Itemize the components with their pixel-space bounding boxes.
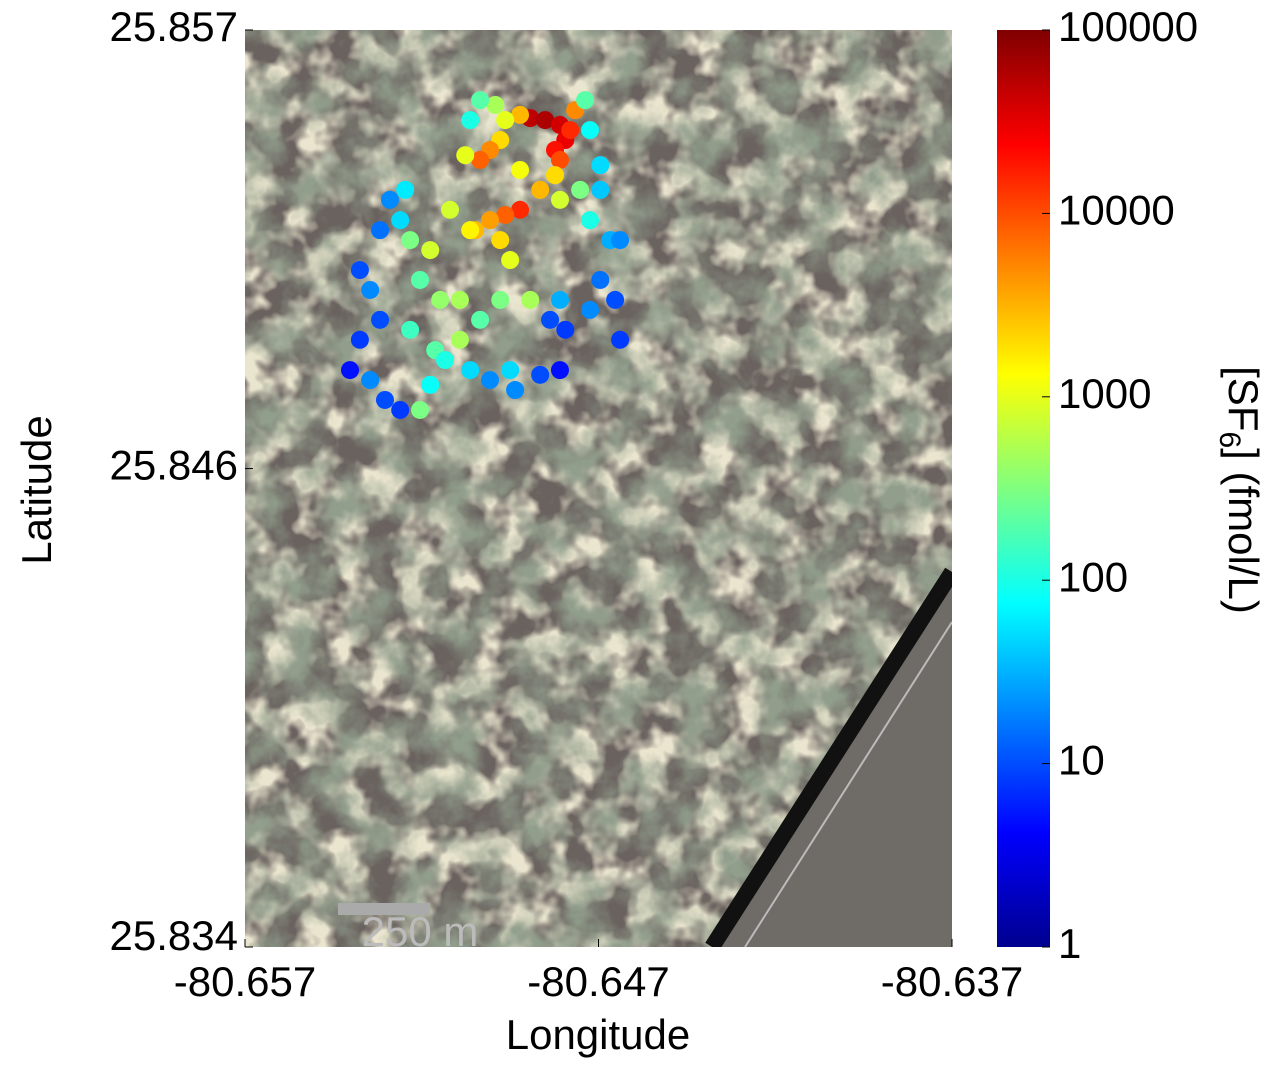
- data-point: [471, 91, 489, 109]
- data-point: [581, 121, 599, 139]
- data-point: [501, 361, 519, 379]
- colorbar-tick-label: 1: [1058, 920, 1081, 967]
- data-point: [401, 231, 419, 249]
- data-point: [481, 371, 499, 389]
- data-point: [551, 291, 569, 309]
- chart: 250 m Longitude Latitude [SF6] (fmol/L) …: [0, 0, 1283, 1066]
- data-point: [611, 331, 629, 349]
- data-point: [581, 211, 599, 229]
- data-point: [381, 191, 399, 209]
- data-point: [401, 321, 419, 339]
- page: 250 m Longitude Latitude [SF6] (fmol/L) …: [0, 0, 1283, 1071]
- scale-bar-label: 250 m: [362, 908, 479, 955]
- colorbar-tick-label: 100000: [1058, 3, 1198, 50]
- data-point: [471, 311, 489, 329]
- data-point: [506, 381, 524, 399]
- data-point: [556, 321, 574, 339]
- data-point: [431, 291, 449, 309]
- data-point: [551, 191, 569, 209]
- data-point: [441, 201, 459, 219]
- data-point: [461, 361, 479, 379]
- data-point: [456, 146, 474, 164]
- data-point: [576, 91, 594, 109]
- x-tick-label: -80.637: [881, 958, 1023, 1005]
- data-point: [496, 111, 514, 129]
- colorbar-tick-label: 100: [1058, 553, 1128, 600]
- data-point: [611, 231, 629, 249]
- colorbar-label-sub: 6: [1213, 431, 1246, 448]
- y-tick-label: 25.834: [110, 912, 238, 959]
- data-point: [391, 211, 409, 229]
- colorbar-tick-label: 10: [1058, 737, 1105, 784]
- data-point: [541, 311, 559, 329]
- y-axis-label: Latitude: [13, 415, 60, 564]
- data-point: [361, 371, 379, 389]
- data-point: [461, 111, 479, 129]
- data-point: [461, 221, 479, 239]
- data-point: [531, 366, 549, 384]
- data-point: [486, 96, 504, 114]
- data-point: [491, 291, 509, 309]
- data-point: [351, 331, 369, 349]
- data-point: [591, 156, 609, 174]
- data-point: [581, 301, 599, 319]
- x-tick-label: -80.647: [527, 958, 669, 1005]
- colorbar-label-rest: ] (fmol/L): [1220, 448, 1267, 614]
- data-point: [451, 291, 469, 309]
- colorbar: [997, 30, 1050, 947]
- data-point: [436, 351, 454, 369]
- data-point: [411, 401, 429, 419]
- data-point: [351, 261, 369, 279]
- data-point: [341, 361, 359, 379]
- data-point: [511, 161, 529, 179]
- data-point: [571, 181, 589, 199]
- data-point: [591, 271, 609, 289]
- data-point: [606, 291, 624, 309]
- data-point: [531, 181, 549, 199]
- data-point: [451, 331, 469, 349]
- data-point: [361, 281, 379, 299]
- y-tick-label: 25.846: [110, 442, 238, 489]
- data-point: [561, 121, 579, 139]
- colorbar-label-main: [SF: [1220, 366, 1267, 431]
- data-point: [376, 391, 394, 409]
- colorbar-tick-label: 1000: [1058, 370, 1151, 417]
- data-point: [481, 211, 499, 229]
- data-point: [551, 361, 569, 379]
- data-point: [396, 181, 414, 199]
- data-point: [521, 291, 539, 309]
- data-point: [501, 251, 519, 269]
- x-axis-label: Longitude: [506, 1011, 691, 1058]
- data-point: [591, 181, 609, 199]
- data-point: [371, 311, 389, 329]
- data-point: [546, 166, 564, 184]
- colorbar-label: [SF6] (fmol/L): [1213, 366, 1267, 614]
- colorbar-tick-label: 10000: [1058, 186, 1175, 233]
- data-point: [491, 231, 509, 249]
- x-tick-label: -80.657: [174, 958, 316, 1005]
- data-point: [421, 241, 439, 259]
- data-point: [391, 401, 409, 419]
- data-point: [411, 271, 429, 289]
- y-tick-label: 25.857: [110, 3, 238, 50]
- data-point: [421, 376, 439, 394]
- data-point: [371, 221, 389, 239]
